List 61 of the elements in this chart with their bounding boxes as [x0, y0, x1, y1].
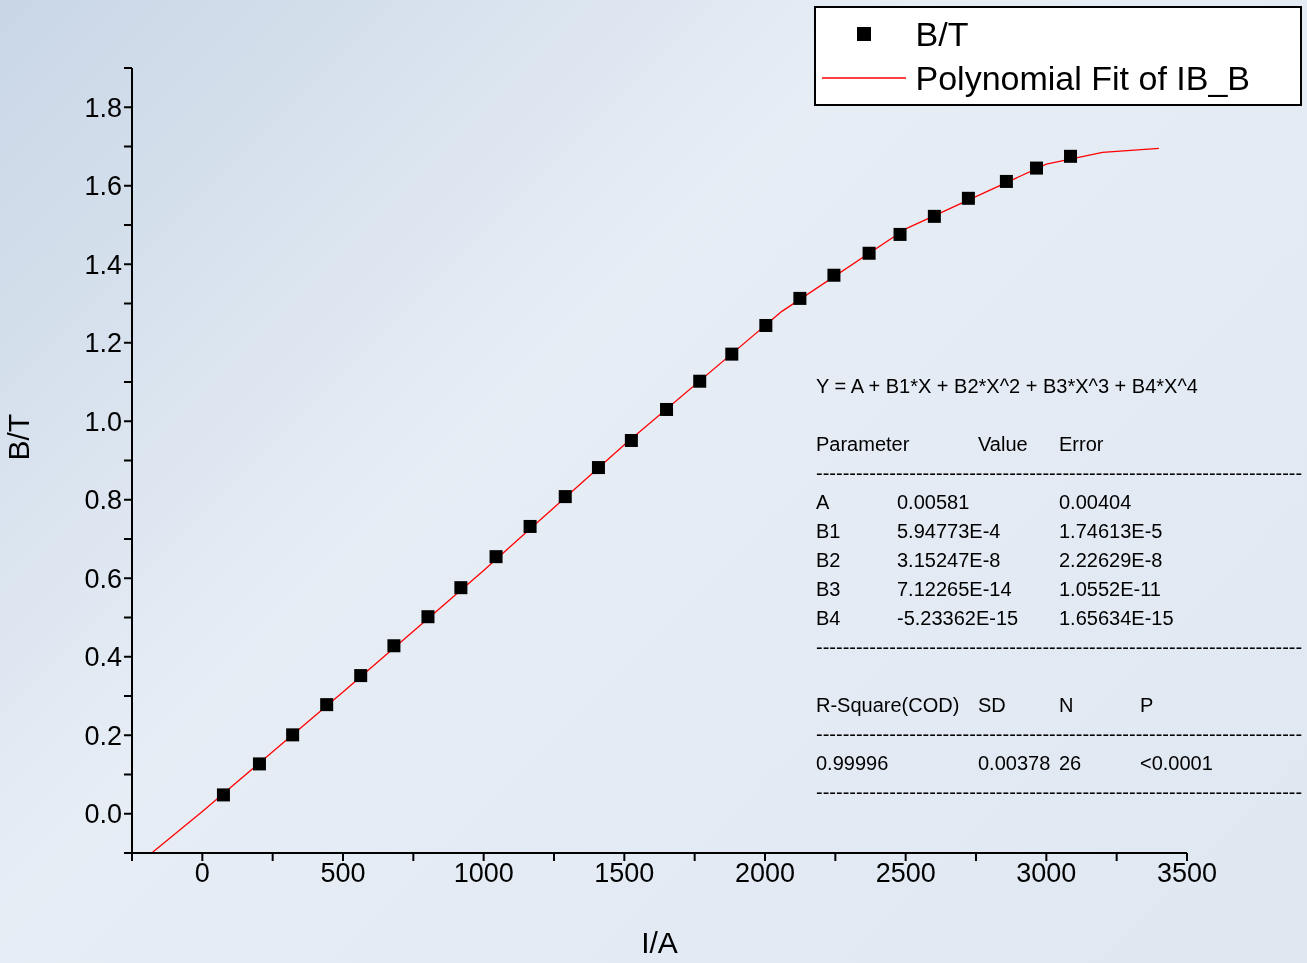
point: [693, 374, 707, 388]
y-tick-label: 0.2: [84, 720, 122, 751]
point: [660, 402, 674, 416]
y-axis-title: B/T: [1, 413, 35, 461]
annotation: -------------------------------------------------------------------------: [816, 635, 1303, 660]
point: [591, 461, 605, 475]
text: B1 5.94773E-4 1.74613E-5: [816, 520, 1163, 542]
point: [387, 639, 401, 653]
point: [1064, 149, 1078, 163]
point: [252, 757, 266, 771]
text: B4 -5.23362E-15 1.65634E-15: [816, 607, 1174, 629]
point: [961, 191, 975, 205]
y-tick-label: 0.8: [84, 485, 122, 516]
x-tick-label: 1000: [453, 858, 514, 889]
annotation: -------------------------------------------------------------------------: [816, 722, 1303, 747]
point: [893, 227, 907, 241]
point: [320, 698, 334, 712]
annotation: -------------------------------------------------------------------------: [816, 780, 1303, 805]
y-tick-label: 0.6: [84, 563, 122, 594]
text: A 0.00581 0.00404: [816, 491, 1132, 513]
text: Parameter Value Error: [816, 433, 1104, 455]
x-tick-label: 2500: [875, 858, 936, 889]
point: [927, 209, 941, 223]
point: [354, 669, 368, 683]
y-tick-label: 1.4: [84, 249, 122, 280]
text: B3 7.12265E-14 1.0552E-11: [816, 578, 1161, 600]
legend-label: B/T: [915, 14, 969, 54]
text: R-Square(COD) SD N P: [816, 694, 1154, 716]
annotation: -------------------------------------------------------------------------: [816, 461, 1303, 486]
text: B2 3.15247E-8 2.22629E-8: [816, 549, 1163, 571]
point: [216, 788, 230, 802]
point: [827, 268, 841, 282]
x-tick-label: 3000: [1016, 858, 1077, 889]
point: [759, 318, 773, 332]
point: [862, 246, 876, 260]
point: [421, 610, 435, 624]
x-axis-title: I/A: [641, 926, 678, 959]
y-tick-label: 1.2: [84, 328, 122, 359]
point: [999, 174, 1013, 188]
point: [624, 433, 638, 447]
point: [454, 581, 468, 595]
y-tick-label: 1.6: [84, 171, 122, 202]
annotation: Y = A + B1*X + B2*X^2 + B3*X^3 + B4*X^4: [816, 374, 1198, 399]
y-tick-label: 0.0: [84, 799, 122, 830]
x-tick-label: 3500: [1156, 858, 1218, 889]
point: [725, 347, 739, 361]
text: 0.99996 0.00378 26 <0.0001: [816, 752, 1213, 774]
x-tick-label: 0: [194, 858, 210, 889]
x-tick-label: 500: [320, 858, 366, 889]
point: [1029, 161, 1043, 175]
point: [523, 519, 537, 533]
x-tick-label: 2000: [734, 858, 796, 889]
legend-label: Polynomial Fit of IB_B: [915, 58, 1250, 98]
y-tick-label: 0.4: [84, 642, 122, 673]
x-tick-label: 1500: [594, 858, 655, 889]
y-tick-label: 1.0: [84, 406, 122, 437]
y-tick-label: 1.8: [84, 92, 122, 123]
point: [489, 550, 503, 564]
point: [558, 490, 572, 504]
point: [286, 728, 300, 742]
point: [793, 291, 807, 305]
